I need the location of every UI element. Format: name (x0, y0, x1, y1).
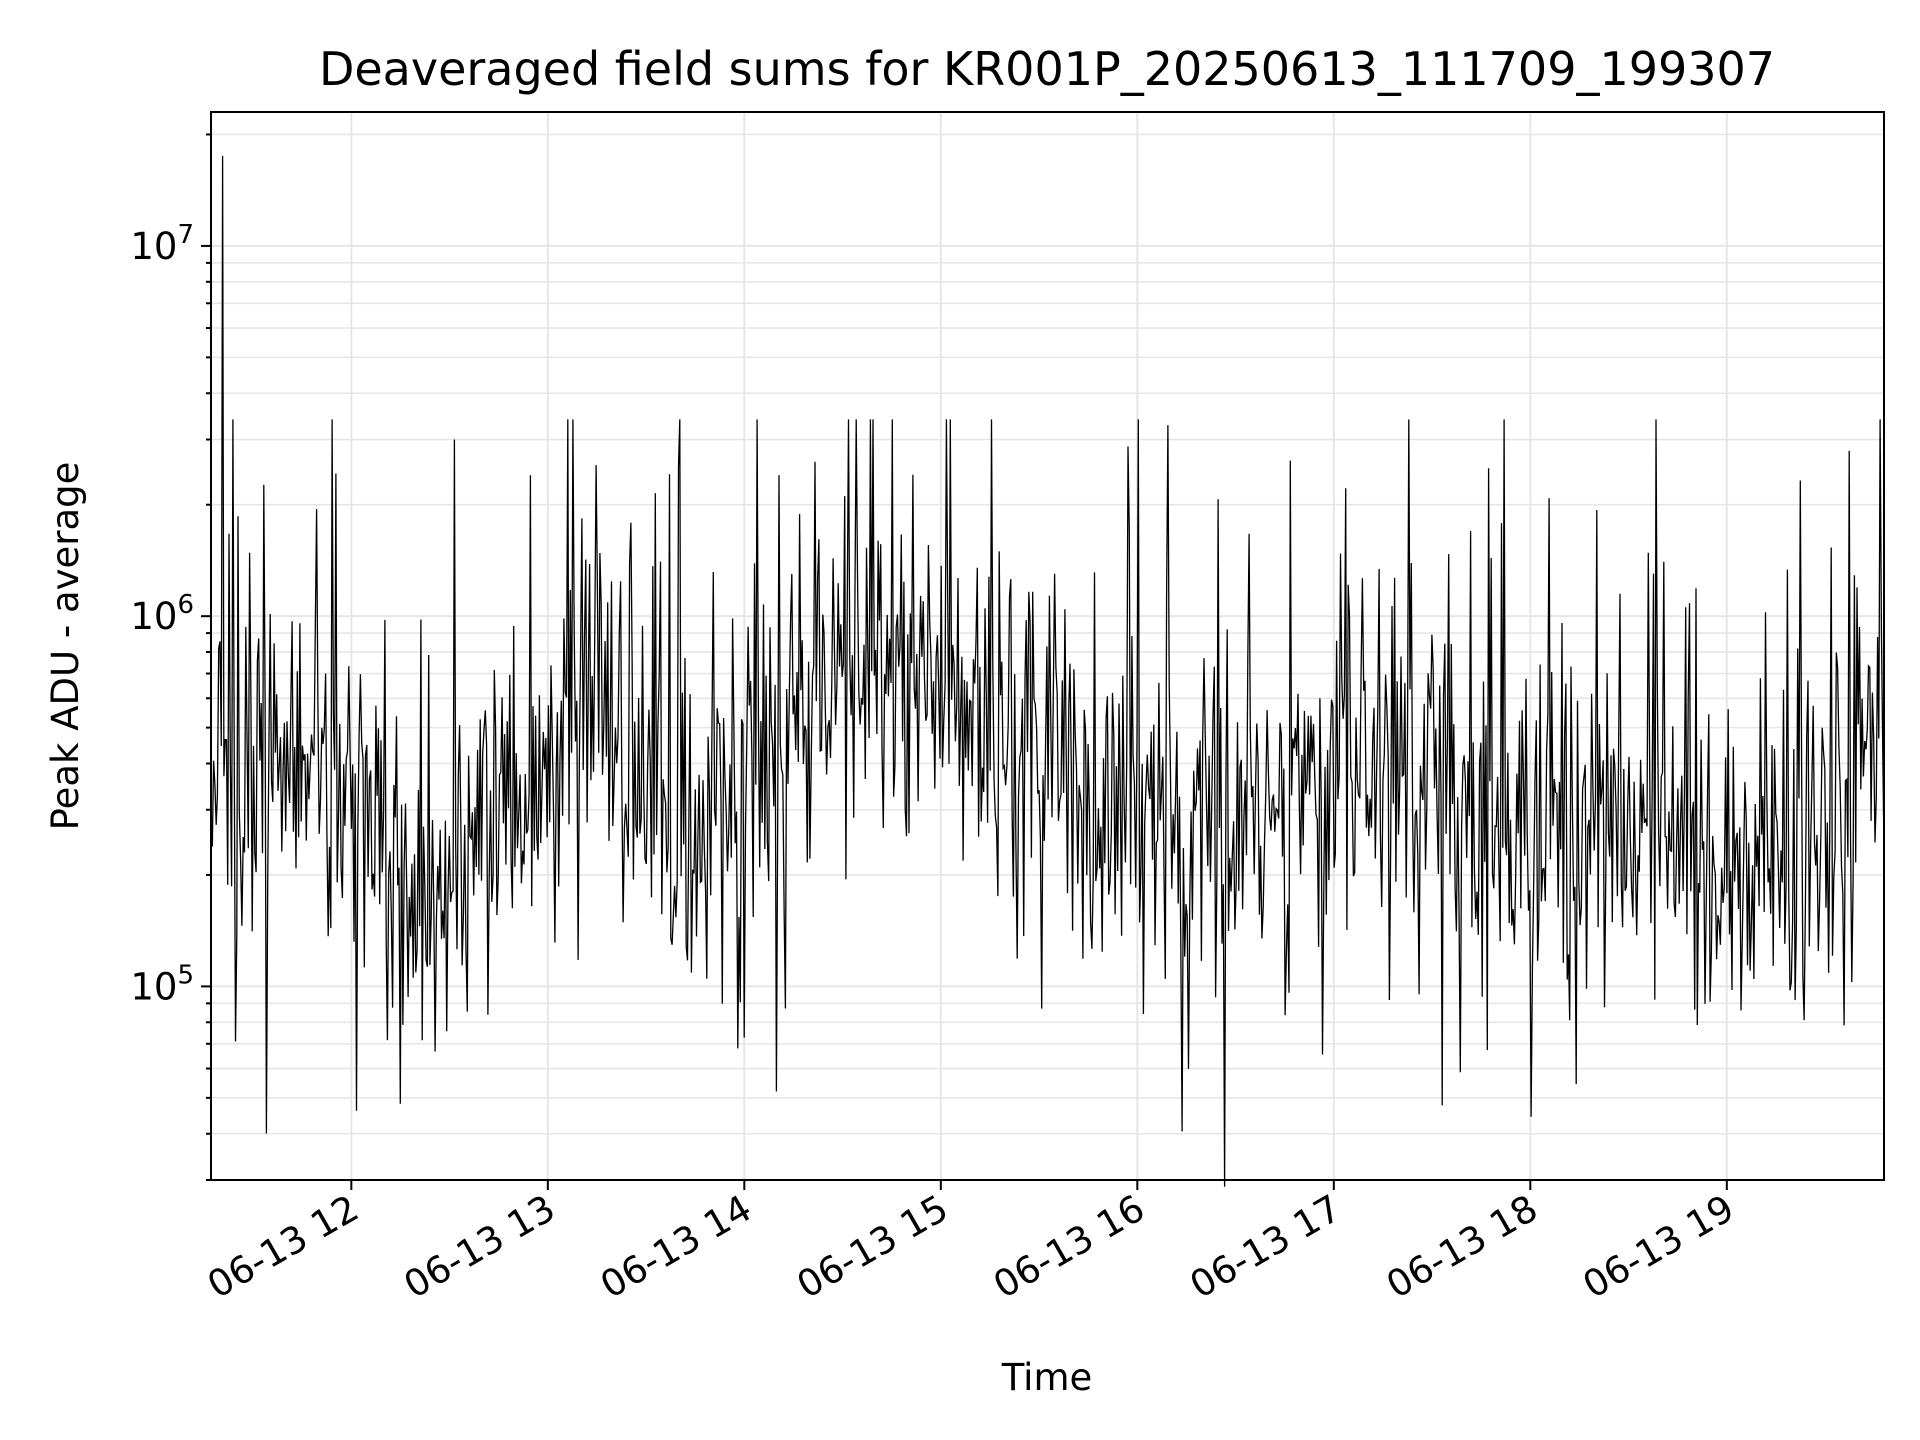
y-tick-label: 106 (130, 590, 194, 638)
x-tick-label: 06-13 12 (200, 1187, 366, 1307)
x-tick-label: 06-13 19 (1576, 1187, 1742, 1307)
x-tick-label: 06-13 14 (593, 1187, 759, 1307)
x-tick-label: 06-13 13 (397, 1187, 563, 1307)
series-layer (210, 155, 1885, 1187)
y-tick-label: 107 (130, 220, 194, 268)
x-tick-label: 06-13 16 (986, 1187, 1152, 1307)
chart-title: Deaveraged field sums for KR001P_2025061… (319, 42, 1775, 96)
grid (211, 112, 1884, 1181)
y-tick-label: 105 (130, 960, 194, 1008)
x-tick-label: 06-13 15 (790, 1187, 956, 1307)
y-axis-label: Peak ADU - average (44, 462, 87, 831)
x-axis-label: Time (1001, 1356, 1093, 1399)
x-tick-label: 06-13 17 (1183, 1187, 1349, 1307)
plot-frame (210, 111, 1885, 1181)
series-line (210, 155, 1885, 1187)
x-tick-label: 06-13 18 (1379, 1187, 1545, 1307)
